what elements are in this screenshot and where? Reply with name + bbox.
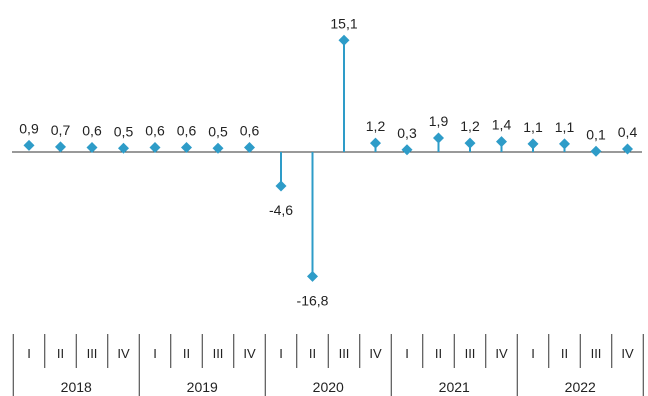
stems-layer (280, 40, 566, 277)
data-point-marker (118, 142, 129, 154)
quarter-label: I (153, 346, 157, 361)
year-label: 2020 (313, 379, 344, 395)
quarter-label: IV (117, 346, 130, 361)
data-point-marker (86, 142, 98, 154)
quarter-label: IV (495, 346, 508, 361)
data-point-marker (464, 137, 476, 149)
quarter-label: II (561, 346, 568, 361)
data-label: 0,1 (586, 126, 606, 142)
data-point-marker (338, 34, 350, 46)
data-point-marker (244, 142, 255, 154)
data-label: 0,7 (51, 122, 71, 138)
quarter-label: IV (621, 346, 634, 361)
quarter-label: III (339, 346, 350, 361)
data-label: 0,6 (177, 123, 197, 139)
quarter-label: I (531, 346, 535, 361)
data-label: -16,8 (297, 292, 329, 308)
year-label: 2018 (61, 379, 92, 395)
data-labels-layer: 0,9 0,7 0,6 0,5 0,6 0,6 0,5 0,6 -4,6 -16,8 15,1 1,2… (19, 15, 637, 308)
data-point-marker (212, 142, 224, 154)
markers-layer (23, 34, 633, 282)
quarter-label: I (279, 346, 283, 361)
data-point-marker (559, 138, 570, 150)
quarter-label: II (435, 346, 442, 361)
data-point-marker (590, 145, 602, 157)
quarter-label: III (591, 346, 602, 361)
data-label: 1,1 (523, 119, 543, 135)
data-label: 0,6 (240, 123, 260, 139)
data-point-marker (370, 137, 381, 149)
data-label: 0,3 (397, 125, 417, 141)
data-label: 0,5 (208, 123, 228, 139)
data-point-marker (527, 138, 539, 150)
quarter-label: II (309, 346, 316, 361)
data-point-marker (181, 142, 192, 154)
quarter-label: III (213, 346, 224, 361)
data-point-marker (496, 136, 507, 148)
data-label: 0,4 (618, 124, 638, 140)
data-point-marker (622, 143, 633, 155)
year-label: 2019 (187, 379, 218, 395)
data-point-marker (401, 144, 413, 156)
quarter-label: II (183, 346, 190, 361)
data-label: 1,9 (429, 113, 449, 129)
data-label: 1,2 (366, 118, 386, 134)
quarter-label: IV (369, 346, 382, 361)
data-point-marker (149, 142, 161, 154)
data-label: 1,2 (460, 118, 480, 134)
year-label: 2022 (565, 379, 596, 395)
quarter-label: I (27, 346, 31, 361)
data-label: 0,9 (19, 120, 39, 136)
data-label: 0,5 (114, 123, 134, 139)
data-point-marker (307, 270, 318, 282)
quarter-label: II (57, 346, 64, 361)
data-label: 1,1 (555, 119, 575, 135)
data-label: 0,6 (82, 123, 102, 139)
data-point-marker (275, 180, 287, 192)
quarter-label: I (405, 346, 409, 361)
category-axis: I II III IV I II III IV I II III IV I II III IV I II III IV… (12, 334, 644, 396)
quarter-label: III (465, 346, 476, 361)
data-point-marker (55, 141, 66, 153)
data-label: 15,1 (330, 15, 357, 31)
data-label: 0,6 (145, 123, 165, 139)
data-label: -4,6 (269, 202, 293, 218)
quarter-label: IV (243, 346, 256, 361)
year-label: 2021 (439, 379, 470, 395)
quarter-label: III (87, 346, 98, 361)
data-point-marker (23, 139, 35, 151)
data-label: 1,4 (492, 117, 512, 133)
data-point-marker (433, 132, 444, 144)
